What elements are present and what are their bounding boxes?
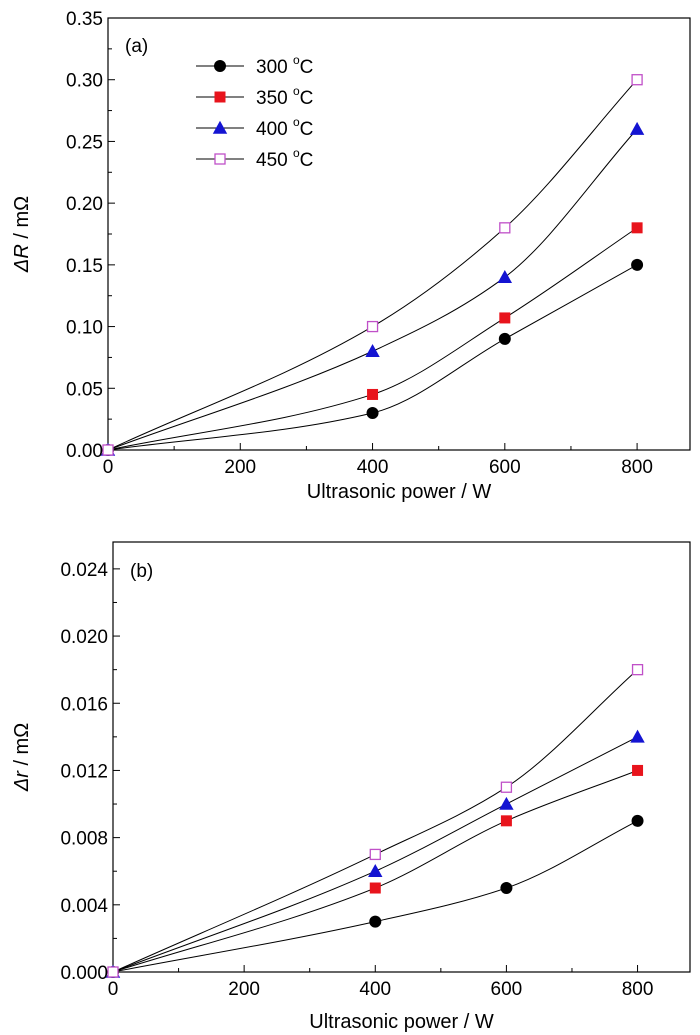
panel-a-series-400-point xyxy=(629,121,645,135)
panel-b-series-450-point xyxy=(631,664,644,676)
panel-a-legend-unit: C xyxy=(300,150,314,171)
panel-b-x-tick-label: 600 xyxy=(491,979,523,1000)
panel-a-legend-marker xyxy=(214,60,226,72)
panel-a-legend-name: 400 xyxy=(256,119,293,140)
panel-b-y-tick-label: 0.008 xyxy=(60,829,108,850)
panel-b-y-tick-label: 0.000 xyxy=(60,963,108,984)
panel-b-x-tick-label: 200 xyxy=(228,979,260,1000)
panel-a-legend-marker xyxy=(212,120,228,134)
panel-b-series-300-point xyxy=(631,814,644,827)
panel-a-legend-degree: o xyxy=(293,84,300,98)
panel-a-legend-name: 300 xyxy=(256,57,293,78)
panel-a-legend-unit: C xyxy=(300,119,314,140)
panel-b-x-tick-label: 400 xyxy=(359,979,391,1000)
panel-a-y-tick-label: 0.30 xyxy=(66,71,103,92)
panel-a-series-450-point xyxy=(102,444,114,456)
panel-a-series-400-point xyxy=(497,270,513,283)
panel-a-series-450-point xyxy=(366,320,379,333)
panel-b-y-tick-label: 0.012 xyxy=(60,761,108,782)
panel-b-series-300-point xyxy=(500,882,513,895)
panel-a-series-450-line xyxy=(107,79,638,451)
panel-a-x-tick-label: 0 xyxy=(103,457,114,478)
panel-b-x-tick-label: 800 xyxy=(622,979,654,1000)
panel-b-plot-frame xyxy=(112,541,691,973)
panel-a-series-350-point xyxy=(499,312,511,324)
panel-a-series-300-point xyxy=(498,332,511,345)
panel-a-x-tick-label: 400 xyxy=(357,457,389,478)
panel-b-series-400-point xyxy=(368,864,383,877)
panel-a-legend-degree: o xyxy=(293,53,300,67)
panel-a-legend-unit: C xyxy=(300,57,314,78)
panel-a-panel-label: (a) xyxy=(125,36,148,57)
panel-b-series-400-line xyxy=(112,736,638,973)
panel-a-series-350-line xyxy=(107,227,638,451)
panel-a-y-tick-label: 0.35 xyxy=(66,9,103,30)
panel-a-series-300-point xyxy=(631,258,644,271)
panel-a-legend-entry: 350 oC xyxy=(256,84,313,109)
panel-a-legend-marker xyxy=(214,91,226,103)
panel-a-series-400-point xyxy=(365,344,380,358)
panel-a-series-300-point xyxy=(366,406,379,419)
panel-b-series-350-point xyxy=(632,764,644,776)
panel-b-y-tick-label: 0.024 xyxy=(60,560,108,581)
panel-b-series-300-point xyxy=(369,915,382,928)
panel-b-series-300-line xyxy=(112,820,638,973)
panel-a-series-350-point xyxy=(367,388,379,400)
panel-a-y-axis-symbol: ΔR xyxy=(11,244,33,273)
panel-b-y-tick-label: 0.020 xyxy=(60,627,108,648)
panel-a-series-450-point xyxy=(499,222,511,234)
panel-a-legend-entry: 450 oC xyxy=(256,146,313,171)
panel-a-legend-degree: o xyxy=(293,115,300,129)
panel-a-series-300-line xyxy=(107,264,638,451)
panel-a-y-axis-label: ΔR / mΩ xyxy=(11,196,33,273)
panel-a-y-tick-label: 0.10 xyxy=(66,318,103,339)
panel-a-x-tick-label: 800 xyxy=(621,457,653,478)
panel-b-series-400-point xyxy=(630,729,645,743)
panel-a-legend-entry: 400 oC xyxy=(256,115,313,140)
panel-a-legend-name: 450 xyxy=(256,150,293,171)
panel-a-series-400-line xyxy=(107,128,638,451)
panel-a-series-450-point xyxy=(631,74,643,86)
panel-b-x-axis-label: Ultrasonic power / W xyxy=(309,1011,494,1033)
panel-b-y-axis-unit: / mΩ xyxy=(11,723,33,771)
panel-a-x-tick-label: 600 xyxy=(489,457,521,478)
panel-b-y-axis-symbol: Δr xyxy=(11,770,33,792)
panel-a-series-350-point xyxy=(631,222,643,234)
panel-a-y-tick-label: 0.15 xyxy=(66,256,103,277)
panel-b-x-tick-label: 0 xyxy=(108,979,119,1000)
panel-b-series-450-line xyxy=(112,669,638,973)
panel-b-series-350-point xyxy=(369,882,381,894)
panel-b-series-450-point xyxy=(500,781,513,793)
panel-b-panel-label: (b) xyxy=(130,561,153,582)
panel-a-y-tick-label: 0.20 xyxy=(66,194,103,215)
panel-a-legend-entry: 300 oC xyxy=(256,53,313,78)
panel-b-y-tick-label: 0.016 xyxy=(60,694,108,715)
panel-b-y-axis-label: Δr / mΩ xyxy=(11,723,33,792)
panel-b-series-350-line xyxy=(112,769,638,973)
panel-a-y-tick-label: 0.25 xyxy=(66,132,103,153)
panel-a-legend-degree: o xyxy=(293,146,300,160)
panel-a-legend-unit: C xyxy=(300,88,314,109)
panel-a-plot-frame xyxy=(107,17,691,451)
panel-b-series-450-point xyxy=(107,966,119,978)
panel-b-series-350-point xyxy=(500,815,512,827)
panel-a-y-axis-unit: / mΩ xyxy=(11,196,33,244)
panel-b-series-400-point xyxy=(499,796,514,810)
panel-b-y-tick-label: 0.004 xyxy=(60,896,108,917)
panel-a-y-tick-label: 0.00 xyxy=(66,441,103,462)
panel-a-legend-name: 350 xyxy=(256,88,293,109)
panel-a-legend-marker xyxy=(214,153,226,165)
panel-a-x-tick-label: 200 xyxy=(224,457,256,478)
panel-a-x-axis-label: Ultrasonic power / W xyxy=(307,481,492,503)
panel-a-y-tick-label: 0.05 xyxy=(66,379,103,400)
panel-b-series-450-point xyxy=(369,848,381,861)
